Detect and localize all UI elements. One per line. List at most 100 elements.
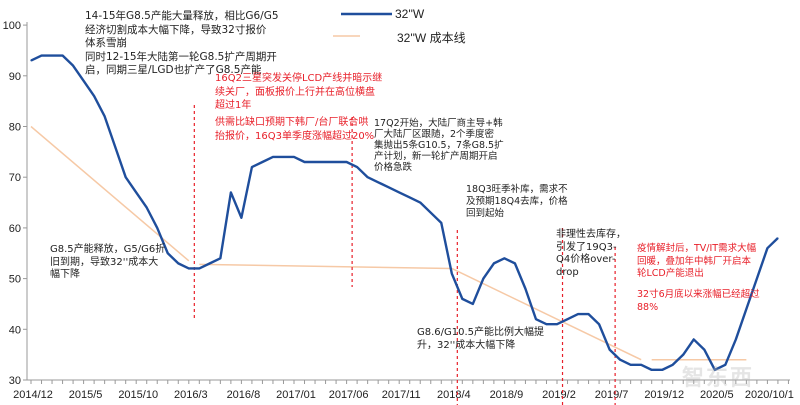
x-tick-label: 2019/7	[595, 389, 629, 401]
price-point	[219, 257, 221, 259]
price-point	[230, 191, 232, 194]
price-point	[388, 186, 390, 188]
price-point	[261, 161, 264, 163]
x-tick-label: 2015/5	[69, 389, 103, 401]
annotation-line: 集抛出5条G10.5，7条G8.5扩	[374, 140, 504, 151]
price-point	[367, 176, 369, 178]
price-point	[472, 303, 474, 305]
y-tick-label: 100	[3, 20, 21, 32]
cost-line-segment	[451, 267, 642, 361]
price-point	[482, 278, 484, 280]
price-point	[156, 227, 158, 229]
price-point	[714, 369, 716, 371]
price-point	[93, 95, 95, 97]
annotation-16q3: 供需比缺口预期下韩厂/台厂联合哄 抬报价，16Q3单季度涨幅超过20%	[215, 116, 374, 143]
price-point	[451, 272, 453, 275]
annotation-line: 厂大陆厂区跟随，2个季度密	[374, 129, 495, 140]
annotation-line: 及预期18Q4去库，价格	[466, 196, 568, 207]
y-tick-label: 40	[9, 324, 21, 336]
annotation-line: 同时12-15年大陆第一轮G8.5扩产周期开	[85, 50, 277, 63]
y-tick-label: 80	[9, 122, 21, 134]
x-tick-label: 2016/3	[174, 389, 208, 401]
annotation-line: 轮LCD产能退出	[637, 268, 704, 279]
x-tick-label: 2016/8	[227, 389, 261, 401]
annotation-19q3: 非理性去库存， 引发了19Q3- Q4价格over- drop	[556, 229, 626, 279]
price-point	[619, 359, 621, 361]
price-point	[251, 166, 253, 168]
x-tick-label: 2019/2	[542, 389, 576, 401]
price-point	[135, 191, 137, 194]
price-point	[282, 156, 285, 158]
annotation-line: Q4价格over-	[556, 254, 616, 265]
x-tick-label: 2020/10/1	[745, 389, 794, 401]
price-point	[566, 318, 569, 320]
price-point	[177, 262, 179, 264]
price-point	[377, 181, 379, 183]
annotation-line: 引发了19Q3-	[556, 241, 617, 253]
annotation-line: 旧到期，导致32''成本大	[50, 256, 159, 268]
annotation-covid-recovery: 疫情解封后，TV/IT需求大幅 回暖，叠加年中韩厂开启本 轮LCD产能退出	[637, 243, 756, 281]
price-point	[440, 222, 442, 224]
annotation-line: 启，同期三星/LGD也扩产了G8.5产能	[85, 64, 262, 76]
price-point	[640, 364, 642, 366]
y-tick-label: 70	[9, 172, 21, 184]
price-point	[661, 369, 663, 371]
price-point	[682, 354, 684, 356]
annotation-line: drop	[556, 266, 579, 278]
watermark-logo: 智东西	[682, 366, 755, 391]
x-tick-label: 2015/10	[118, 389, 158, 401]
price-point	[777, 237, 779, 239]
annotation-line: 供需比缺口预期下韩厂/台厂联合哄	[215, 117, 369, 128]
price-point	[577, 313, 579, 315]
x-tick-label: 2017/06	[329, 389, 369, 401]
y-tick-label: 90	[9, 71, 21, 83]
price-point	[40, 54, 43, 57]
annotation-line: 16Q2三星突发关停LCD产线并暗示继	[215, 73, 383, 84]
price-point	[356, 166, 358, 168]
x-tick-label: 2017/01	[276, 389, 316, 401]
price-point	[630, 364, 632, 366]
price-point	[83, 80, 85, 82]
price-point	[545, 323, 548, 325]
price-point	[335, 161, 337, 163]
price-point	[51, 54, 53, 57]
x-tick-label: 2020/5	[700, 389, 734, 401]
price-point	[272, 156, 274, 158]
annotation-line: 回暖，叠加年中韩厂开启本	[637, 255, 752, 267]
annotation-line: 续关厂，面板报价上行并在高位横盘	[215, 86, 375, 98]
price-point	[735, 338, 737, 341]
price-point	[72, 65, 74, 67]
price-point	[745, 308, 747, 310]
annotation-line: 经济切割成本大幅下降，导致32寸报价	[85, 23, 267, 36]
price-point	[198, 267, 200, 270]
price-point	[146, 207, 148, 209]
price-point	[756, 278, 758, 280]
price-point	[188, 267, 190, 270]
x-tick-label: 2018/9	[490, 389, 524, 401]
price-point	[61, 54, 64, 57]
annotation-g85-release: 14-15年G8.5产能大量释放，相比G6/G5 经济切割成本大幅下降，导致32…	[85, 10, 279, 78]
annotation-17q2: 17Q2开始，大陆厂商主导+韩 厂大陆厂区跟随，2个季度密 集抛出5条G10.5…	[374, 118, 504, 173]
price-point	[503, 257, 505, 259]
annotation-line: 价格急跌	[374, 162, 413, 173]
price-point	[114, 146, 116, 148]
annotation-line: 32寸6月底以来涨幅已经超过	[637, 289, 760, 300]
annotation-line: 幅下降	[50, 269, 80, 280]
annotation-line: 产计划，新一轮扩产周期开启	[374, 151, 498, 162]
annotation-line: G8.6/G10.5产能比例大幅提	[417, 327, 545, 338]
price-point	[524, 288, 527, 290]
price-point	[651, 369, 653, 371]
cost-line-segment	[30, 125, 190, 262]
x-tick-label: 2019/12	[644, 389, 684, 401]
legend-item-cost: 32''W 成本线	[397, 31, 466, 45]
price-point	[609, 348, 611, 351]
x-tick-label: 2014/12	[13, 389, 53, 401]
annotation-line: 17Q2开始，大陆厂商主导+韩	[374, 118, 503, 129]
price-point	[766, 247, 769, 249]
annotation-18q3: 18Q3旺季补库，需求不 及预期18Q4去库，价格 回到起始	[466, 184, 568, 220]
annotation-line: 疫情解封后，TV/IT需求大幅	[637, 243, 757, 254]
y-tick-label: 30	[9, 375, 21, 387]
price-point	[587, 313, 590, 315]
y-tick-label: 50	[9, 274, 21, 286]
annotation-line: 回到起始	[466, 208, 505, 219]
